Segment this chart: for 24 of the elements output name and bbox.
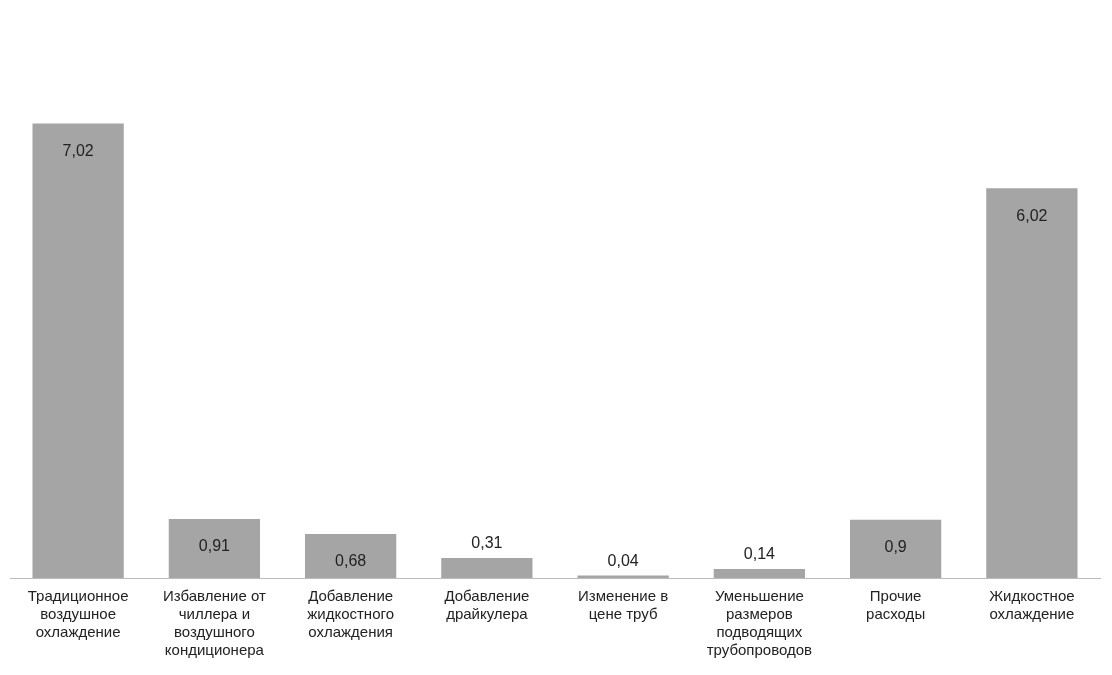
data-label: 7,02 — [62, 141, 94, 159]
bar — [304, 533, 397, 578]
x-tick-label: Уменьшение размеров подводящих трубопроводов — [706, 587, 813, 659]
x-tick-label: Добавление драйкулера — [444, 587, 530, 623]
x-tick-label: Прочие расходы — [866, 587, 926, 623]
bar — [441, 557, 533, 578]
data-label: 0,04 — [607, 551, 639, 569]
data-label: 6,02 — [1016, 206, 1048, 224]
bar — [577, 575, 669, 578]
bar — [168, 519, 261, 578]
bar — [986, 188, 1078, 578]
data-label: 0,91 — [198, 537, 231, 555]
data-label: 0,68 — [335, 552, 367, 570]
x-tick-label: Жидкостное охлаждение — [989, 587, 1075, 623]
data-label: 0,31 — [471, 534, 503, 552]
bar — [849, 519, 942, 578]
x-tick-label: Изменение в цене труб — [578, 587, 669, 623]
x-tick-label: Добавление жидкостного охлаждения — [307, 587, 394, 641]
data-label: 0,9 — [884, 538, 907, 556]
data-label: 0,14 — [743, 545, 776, 563]
bar — [32, 123, 124, 578]
bar — [713, 568, 806, 578]
x-tick-label: Традиционное воздушное охлаждение — [27, 587, 129, 641]
x-tick-label: Избавление от чиллера и воздушного кондиционера — [162, 587, 266, 659]
